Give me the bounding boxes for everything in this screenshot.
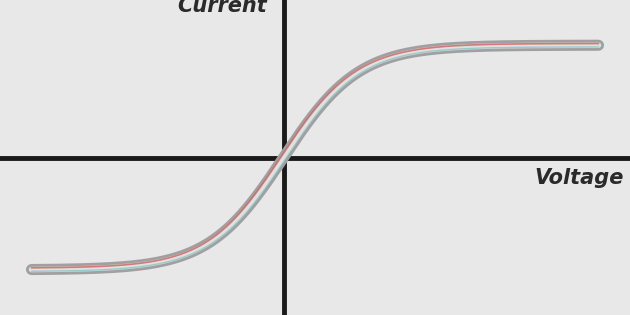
Text: Current: Current (177, 0, 266, 16)
Text: Voltage: Voltage (534, 169, 624, 188)
